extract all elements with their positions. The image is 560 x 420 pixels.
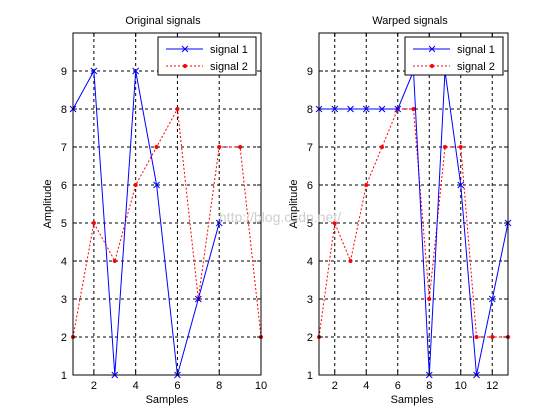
x-tick-label: 10 xyxy=(255,380,267,392)
x-tick-label: 10 xyxy=(455,380,467,392)
legend-label-signal-1: signal 1 xyxy=(457,44,495,56)
x-tick-label: 12 xyxy=(486,380,498,392)
series-line-signal-1 xyxy=(72,69,220,376)
x-tick-label: 2 xyxy=(332,380,338,392)
data-point-signal-2 xyxy=(217,145,222,149)
y-tick-label: 1 xyxy=(61,370,67,382)
data-point-signal-2 xyxy=(133,183,138,187)
data-point-signal-1 xyxy=(378,105,386,113)
data-point-signal-1 xyxy=(132,67,140,75)
legend-marker-signal-1 xyxy=(428,45,436,53)
y-tick-label: 3 xyxy=(61,294,67,306)
x-tick-label: 4 xyxy=(133,380,139,392)
data-point-signal-2 xyxy=(443,145,447,149)
y-tick-label: 8 xyxy=(61,104,67,116)
y-tick-label: 7 xyxy=(61,142,67,154)
legend-label-signal-1: signal 1 xyxy=(210,44,248,56)
data-point-signal-2 xyxy=(490,335,495,339)
data-point-signal-2 xyxy=(112,259,117,263)
legend: signal 1 signal 2 xyxy=(404,36,504,76)
data-point-signal-2 xyxy=(364,183,369,187)
data-point-signal-1 xyxy=(457,181,465,189)
data-point-signal-1 xyxy=(153,181,160,189)
data-point-signal-2 xyxy=(175,107,180,111)
y-tick-label: 5 xyxy=(307,218,313,230)
series-line-signal-2 xyxy=(72,107,262,338)
y-tick-label: 5 xyxy=(61,218,67,230)
axes-box xyxy=(72,32,262,376)
y-tick-label: 4 xyxy=(307,256,313,268)
y-tick-label: 4 xyxy=(61,256,67,268)
x-tick-label: 8 xyxy=(216,380,222,392)
legend-label-signal-2: signal 2 xyxy=(457,61,495,73)
y-tick-label: 7 xyxy=(307,142,313,154)
legend-marker-signal-2 xyxy=(183,64,187,68)
legend-box xyxy=(157,36,257,76)
data-point-signal-1 xyxy=(488,295,496,303)
data-point-signal-2 xyxy=(458,145,463,149)
data-point-signal-2 xyxy=(380,145,384,149)
y-axis-label: Amplitude xyxy=(42,180,54,229)
data-point-signal-1 xyxy=(394,105,402,113)
x-tick-label: 8 xyxy=(426,380,432,392)
data-point-signal-2 xyxy=(332,221,337,225)
watermark-text: http://blog.csdn.net/ xyxy=(219,209,341,225)
y-tick-label: 2 xyxy=(61,332,67,344)
x-tick-label: 4 xyxy=(363,380,369,392)
data-point-signal-1 xyxy=(362,105,370,113)
y-tick-label: 2 xyxy=(307,332,313,344)
data-point-signal-1 xyxy=(347,105,354,113)
y-tick-label: 3 xyxy=(307,294,313,306)
legend-marker-signal-2 xyxy=(430,64,434,68)
y-tick-label: 6 xyxy=(61,180,67,192)
y-tick-label: 8 xyxy=(307,104,313,116)
data-point-signal-2 xyxy=(348,259,353,263)
data-point-signal-1 xyxy=(90,67,98,75)
data-point-signal-2 xyxy=(411,107,416,111)
plot-title: Warped signals xyxy=(372,15,448,27)
x-axis-label: Samples xyxy=(146,394,189,406)
y-tick-label: 9 xyxy=(307,66,313,78)
data-point-signal-2 xyxy=(154,145,159,149)
legend-label-signal-2: signal 2 xyxy=(210,61,248,73)
data-point-signal-2 xyxy=(91,221,96,225)
legend-marker-signal-1 xyxy=(181,45,189,53)
legend: signal 1 signal 2 xyxy=(157,36,257,76)
data-point-signal-1 xyxy=(331,105,339,113)
y-tick-label: 9 xyxy=(61,66,67,78)
axes-box xyxy=(318,32,509,376)
plot-title: Original signals xyxy=(125,15,201,27)
data-point-signal-1 xyxy=(194,295,202,303)
x-tick-label: 6 xyxy=(395,380,401,392)
data-point-signal-1 xyxy=(215,219,223,227)
legend-box xyxy=(404,36,504,76)
y-axis-label: Amplitude xyxy=(288,180,300,229)
y-tick-label: 6 xyxy=(307,180,313,192)
data-point-signal-2 xyxy=(238,145,243,149)
data-point-signal-2 xyxy=(474,335,479,339)
data-point-signal-2 xyxy=(427,297,432,301)
y-tick-label: 1 xyxy=(307,370,313,382)
x-tick-label: 2 xyxy=(91,380,97,392)
x-tick-label: 6 xyxy=(174,380,180,392)
x-axis-label: Samples xyxy=(391,394,434,406)
